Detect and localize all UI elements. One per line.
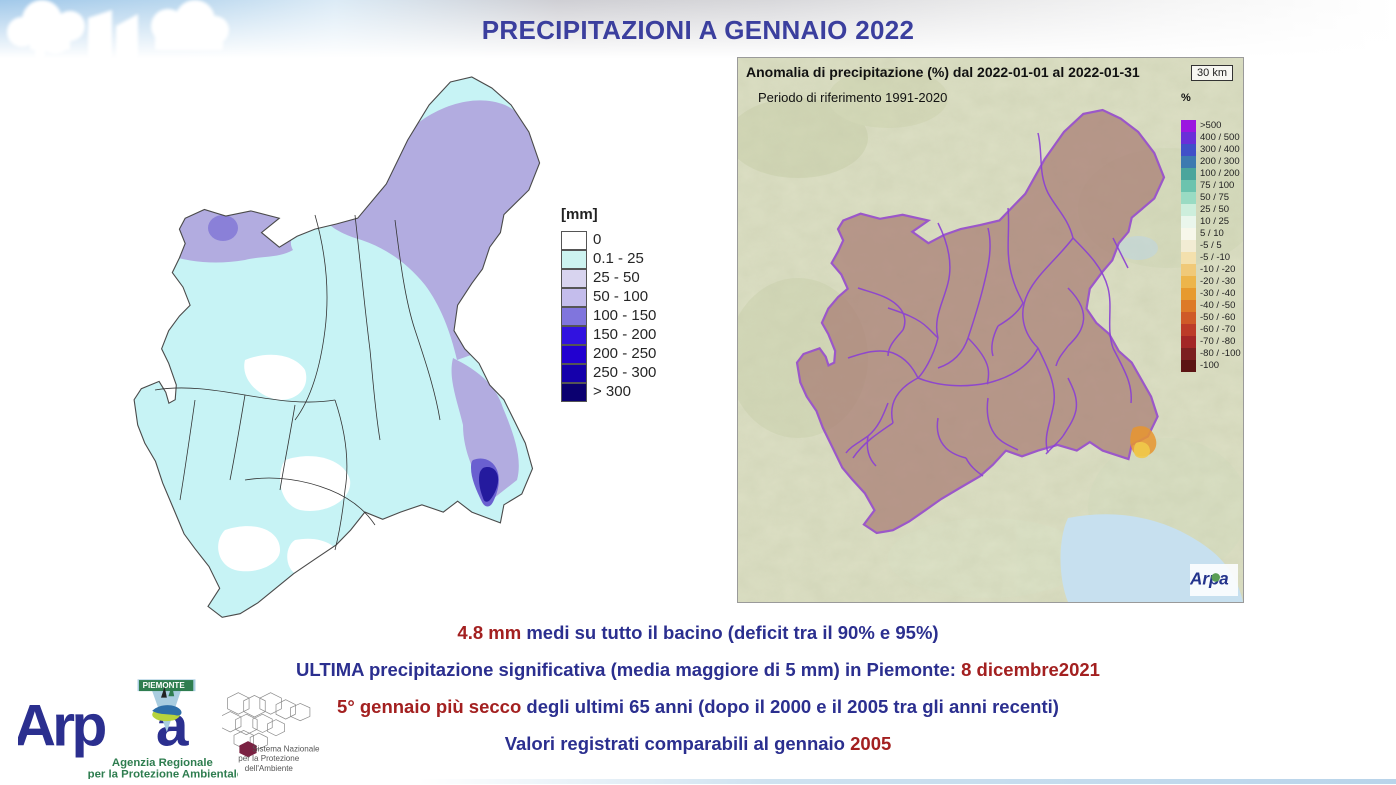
svg-text:dell'Ambiente: dell'Ambiente [245,764,294,773]
svg-text:Sistema Nazionale: Sistema Nazionale [252,744,320,753]
svg-text:per la Protezione: per la Protezione [238,754,299,763]
svg-text:Agenzia Regionale: Agenzia Regionale [112,757,213,769]
svg-text:a: a [1219,568,1229,588]
svg-text:Arp: Arp [18,693,105,758]
